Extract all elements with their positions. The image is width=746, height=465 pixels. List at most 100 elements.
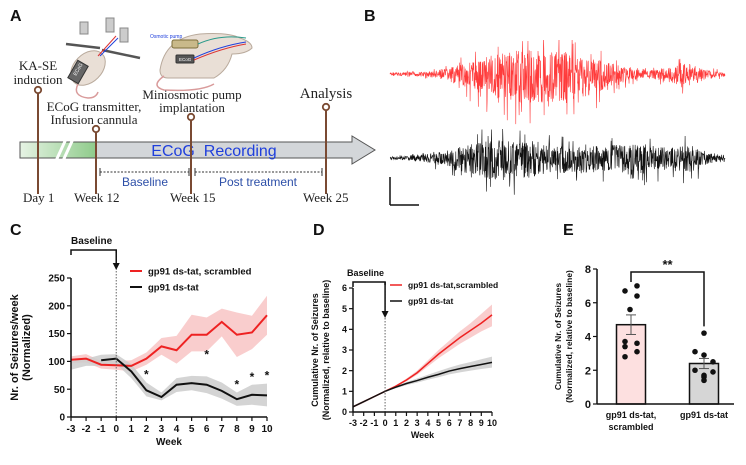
data-point [634, 283, 640, 289]
event-title-line: Infusion cannula [50, 112, 138, 127]
y-axis-title-line: Cumulative Nr. of Seizures [310, 293, 320, 407]
event-week-week25: Week 25 [303, 190, 349, 205]
y-tick-label: 4 [342, 325, 347, 335]
x-tick-label: 2 [404, 418, 409, 428]
event-week-week15: Week 15 [170, 190, 216, 205]
post-treatment-period-bracket [194, 168, 323, 176]
y-tick-label: 0 [342, 407, 347, 417]
significance-star: * [265, 369, 270, 383]
error-band-0 [353, 304, 492, 407]
event-title-line: Analysis [299, 86, 353, 102]
y-tick-label: 2 [585, 365, 591, 377]
event-title-line: KA-SE [18, 58, 58, 73]
break-mark [60, 138, 75, 164]
baseline-bracket [352, 281, 386, 287]
event-week-day1: Day 1 [23, 190, 55, 205]
y-tick-label: 3 [342, 345, 347, 355]
data-point [622, 338, 628, 345]
event-title-line: implantation [159, 100, 225, 115]
scrambled-trace [389, 40, 726, 125]
y-tick-label: 1 [342, 387, 347, 397]
svg-text:ECoG: ECoG [179, 57, 192, 62]
baseline-bracket [70, 249, 117, 255]
legend-label-1: gp91 ds-tat [408, 296, 454, 306]
event-pin-day1 [33, 85, 43, 194]
data-point [622, 353, 628, 360]
category-label: scrambled [608, 422, 653, 432]
y-tick-label: 0 [59, 413, 65, 424]
ecog-traces [389, 40, 726, 206]
x-tick-label: -1 [370, 418, 378, 428]
data-point [634, 293, 640, 299]
data-point [627, 306, 633, 313]
event-pin-week15 [186, 112, 196, 194]
event-title-line: induction [13, 72, 63, 87]
x-tick-label: 5 [189, 424, 195, 435]
legend-label-0: gp91 ds-tat, scrambled [148, 267, 252, 278]
y-tick-label: 150 [48, 329, 65, 340]
data-point [692, 367, 698, 374]
arrow-label: ECoG Recording [151, 143, 276, 160]
event-pin-week12 [91, 124, 101, 194]
y-tick-label: 250 [48, 274, 65, 285]
treatment-arrow-head [381, 311, 389, 318]
event-title-day1: KA-SE induction [2, 59, 74, 87]
panel-label-e: E [563, 222, 574, 239]
y-tick-label: 6 [342, 283, 347, 293]
y-tick-label: 4 [585, 332, 592, 344]
legend-label-0: gp91 ds-tat,scrambled [408, 280, 498, 290]
data-point [701, 377, 707, 384]
data-point [622, 343, 628, 350]
x-tick-label: 7 [219, 424, 225, 435]
data-point [701, 330, 707, 336]
baseline-period-label: Baseline [122, 175, 168, 189]
significance-star: * [235, 378, 240, 392]
baseline-label: Baseline [71, 236, 113, 247]
x-tick-label: 6 [204, 424, 210, 435]
data-point [692, 348, 698, 355]
x-axis-title: Week [156, 437, 182, 448]
event-title-line: Miniosmotic pump [142, 87, 242, 102]
significance-label: ** [662, 257, 673, 272]
y-axis-title-line: (Normalized) [21, 314, 33, 381]
y-tick-label: 5 [342, 304, 347, 314]
panel-label-b: B [364, 8, 376, 25]
data-point [701, 352, 707, 358]
x-tick-label: 4 [425, 418, 430, 428]
rat-with-ecog-transmitter-illustration: ECoG [65, 17, 141, 99]
significance-star: * [250, 370, 255, 384]
panel-label-d: D [313, 222, 325, 239]
x-axis-title: Week [411, 430, 435, 440]
x-tick-label: -2 [360, 418, 368, 428]
x-tick-label: 0 [113, 424, 119, 435]
panel-label-c: C [10, 222, 22, 239]
y-tick-label: 200 [48, 301, 65, 312]
x-tick-label: 6 [447, 418, 452, 428]
x-tick-label: 0 [383, 418, 388, 428]
y-axis-title-line: (Normalized, relative to baseline) [321, 280, 331, 421]
data-point [622, 288, 628, 294]
treatment-arrow-head [112, 263, 120, 270]
event-week-week12: Week 12 [74, 190, 120, 205]
x-tick-label: 5 [436, 418, 441, 428]
x-tick-label: 1 [393, 418, 398, 428]
baseline-label: Baseline [347, 268, 384, 278]
error-band-1 [71, 354, 267, 407]
significance-bracket [630, 271, 705, 327]
event-title-line: ECoG transmitter, [46, 99, 142, 114]
x-tick-label: 9 [479, 418, 484, 428]
event-title-week12: ECoG transmitter, Infusion cannula [44, 100, 144, 126]
x-tick-label: -3 [349, 418, 357, 428]
x-tick-label: 10 [261, 424, 273, 435]
x-tick-label: -2 [82, 424, 91, 435]
x-tick-label: 1 [129, 424, 135, 435]
significance-star: * [204, 347, 209, 361]
x-tick-label: 2 [144, 424, 150, 435]
x-tick-label: 3 [159, 424, 165, 435]
x-tick-label: 8 [234, 424, 240, 435]
data-point [710, 369, 716, 375]
data-point [634, 348, 640, 355]
x-tick-label: 9 [249, 424, 255, 435]
series-line-1 [352, 361, 493, 408]
